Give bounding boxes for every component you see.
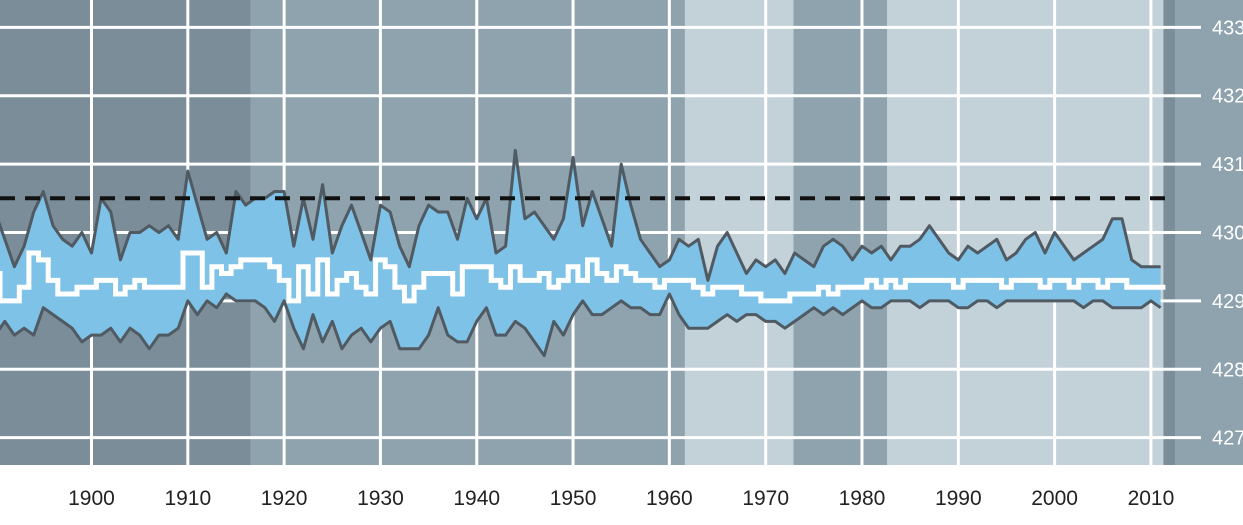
y-tick-label: 431	[1212, 154, 1243, 176]
min-line	[0, 292, 1162, 358]
x-tick-label: 2010	[1128, 487, 1175, 510]
range-band	[0, 150, 1161, 356]
x-tick-label: 1950	[550, 487, 597, 510]
y-tick-label: 430	[1212, 223, 1243, 245]
y-tick-label: 432	[1212, 86, 1243, 108]
x-axis-ticks: 1900 1910 1920 1930 1940 1950 1960 1970 1980 1990…	[68, 487, 1174, 510]
x-tick-label: 1980	[839, 487, 886, 510]
x-tick-label: 1970	[742, 487, 789, 510]
y-tick-label: 429	[1212, 291, 1243, 313]
max-line	[0, 148, 1161, 282]
x-tick-label: 1930	[357, 487, 404, 510]
x-tick-label: 1920	[261, 487, 308, 510]
x-tick-label: 2000	[1031, 487, 1078, 510]
x-tick-label: 1960	[646, 487, 693, 510]
x-tick-label: 1900	[68, 487, 115, 510]
y-tick-label: 433	[1212, 17, 1243, 39]
x-tick-label: 1940	[453, 487, 500, 510]
y-axis-ticks: 427 428 429 430 431 432 433	[1212, 17, 1243, 449]
x-tick-label: 1910	[164, 487, 211, 510]
y-tick-label: 427	[1212, 428, 1243, 450]
y-tick-label: 428	[1212, 359, 1243, 381]
mean-step-line	[0, 250, 1166, 304]
x-tick-label: 1990	[935, 487, 982, 510]
